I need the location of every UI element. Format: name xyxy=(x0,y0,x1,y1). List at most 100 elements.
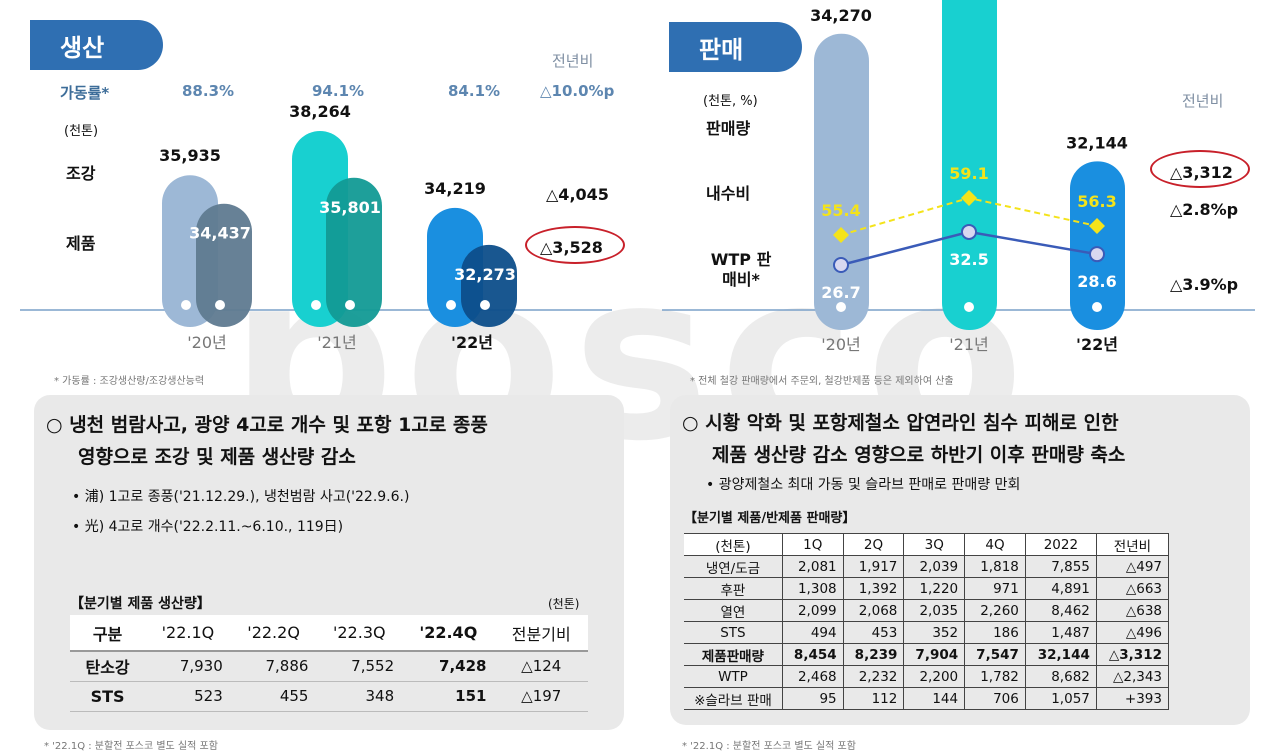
domestic-ratio-label: 56.3 xyxy=(1077,192,1116,211)
cell: 1,487 xyxy=(1025,621,1097,644)
cell: 2,468 xyxy=(782,665,844,688)
bar-dot xyxy=(480,300,490,310)
cell: △497 xyxy=(1096,555,1170,578)
wtp-ratio-label: 26.7 xyxy=(821,283,860,302)
year-label: '20년 xyxy=(187,333,226,352)
header-cell: '22.1Q xyxy=(145,615,231,652)
header-cell: '22.3Q xyxy=(316,615,403,652)
product-value-label: 34,437 xyxy=(189,224,251,243)
product-label: 제품 xyxy=(66,234,96,253)
table-header-row: 구분 '22.1Q '22.2Q '22.3Q '22.4Q 전분기비 xyxy=(70,615,588,652)
cell: 2,039 xyxy=(903,555,966,578)
cell: 455 xyxy=(230,681,317,712)
cell: 352 xyxy=(903,621,966,644)
crude-value-label: 34,219 xyxy=(424,179,486,198)
header-cell: 1Q xyxy=(782,533,844,556)
table-row: STS 523 455 348 151 △197 xyxy=(70,681,588,712)
year-label: '21년 xyxy=(317,333,356,352)
wtp-yoy: △3.9%p xyxy=(1170,275,1239,294)
cell: 1,220 xyxy=(903,577,966,600)
volume-yoy: △3,312 xyxy=(1170,163,1233,182)
cell: 8,462 xyxy=(1025,599,1097,622)
production-bar-product xyxy=(326,177,382,327)
cell: 2,099 xyxy=(782,599,844,622)
cell: 제품판매량 xyxy=(684,643,783,666)
year-label: '20년 xyxy=(821,335,860,354)
table-row: 열연 2,099 2,068 2,035 2,260 8,462 △638 xyxy=(684,599,1170,622)
charts-svg: 35,935 34,437 '20년 38,264 35,801 '21년 34,219 32… xyxy=(20,0,1255,354)
cell: △197 xyxy=(494,681,588,712)
cell: 8,682 xyxy=(1025,665,1097,688)
sales-bar xyxy=(1070,161,1125,330)
wtp-ratio-label: WTP 판매비* xyxy=(710,250,772,289)
bar-dot xyxy=(181,300,191,310)
cell: 1,308 xyxy=(782,577,844,600)
cell: 7,886 xyxy=(230,651,317,682)
cell: 144 xyxy=(903,687,966,710)
domestic-ratio-point xyxy=(961,190,977,206)
bar-dot xyxy=(446,300,456,310)
highlight-circle xyxy=(525,226,625,264)
cell: 1,917 xyxy=(843,555,905,578)
header-cell: (천톤) xyxy=(684,533,783,556)
year-label: '22년 xyxy=(451,333,493,352)
cell: 95 xyxy=(782,687,844,710)
highlight-circle xyxy=(1150,150,1250,188)
cell: 7,428 xyxy=(402,651,495,682)
cell: 2,081 xyxy=(782,555,844,578)
cell: STS xyxy=(70,681,146,712)
product-yoy: △3,528 xyxy=(540,238,603,257)
production-bar-product xyxy=(461,244,517,327)
production-table: 구분 '22.1Q '22.2Q '22.3Q '22.4Q 전분기비 탄소강 7… xyxy=(70,615,588,712)
sales-summary-box: ○ 시황 악화 및 포항제철소 압연라인 침수 피해로 인한 제품 생산량 감소… xyxy=(670,395,1250,725)
crude-value-label: 35,935 xyxy=(159,146,221,165)
table-row: 냉연/도금 2,081 1,917 2,039 1,818 7,855 △497 xyxy=(684,555,1170,578)
bar-dot xyxy=(1092,302,1102,312)
domestic-ratio-label: 59.1 xyxy=(949,164,988,183)
header-cell: 전년비 xyxy=(1096,533,1170,556)
production-footnote: * 가동률 : 조강생산량/조강생산능력 xyxy=(54,376,205,387)
domestic-yoy: △2.8%p xyxy=(1170,200,1239,219)
cell: +393 xyxy=(1096,687,1170,710)
production-unit: (천톤) xyxy=(64,124,99,139)
production-yoy-header: 전년비 xyxy=(552,52,594,70)
cell: 523 xyxy=(145,681,231,712)
cell: STS xyxy=(684,621,783,644)
product-value-label: 35,801 xyxy=(319,198,381,217)
header-cell: 3Q xyxy=(903,533,966,556)
cell: △124 xyxy=(494,651,588,682)
sales-value-label: 32,144 xyxy=(1066,133,1128,152)
cell: 32,144 xyxy=(1025,643,1097,666)
cell: 1,392 xyxy=(843,577,905,600)
header-cell: 구분 xyxy=(70,615,146,652)
cell: △496 xyxy=(1096,621,1170,644)
cell: 2,035 xyxy=(903,599,966,622)
bar-dot xyxy=(836,302,846,312)
cell: 2,232 xyxy=(843,665,905,688)
cell: 971 xyxy=(964,577,1026,600)
cell: △638 xyxy=(1096,599,1170,622)
year-label: '22년 xyxy=(1076,335,1118,354)
production-bullet: • 浦) 1고로 종풍('21.12.29.), 냉천범람 사고('22.9.6… xyxy=(72,489,410,505)
crude-value-label: 38,264 xyxy=(289,102,351,121)
cell: 2,260 xyxy=(964,599,1026,622)
header-cell: 2022 xyxy=(1025,533,1097,556)
domestic-ratio-point xyxy=(1089,218,1105,234)
table-row: 탄소강 7,930 7,886 7,552 7,428 △124 xyxy=(70,651,588,682)
cell: 7,552 xyxy=(316,651,403,682)
cell: 8,239 xyxy=(843,643,905,666)
cell: 탄소강 xyxy=(70,651,146,682)
cell: 8,454 xyxy=(782,643,844,666)
production-headline-1: ○ 냉천 범람사고, 광양 4고로 개수 및 포항 1고로 종풍 xyxy=(46,414,488,436)
table-row: 후판 1,308 1,392 1,220 971 4,891 △663 xyxy=(684,577,1170,600)
cell: 706 xyxy=(964,687,1026,710)
cell: 7,930 xyxy=(145,651,231,682)
bar-dot xyxy=(964,302,974,312)
sales-table-title: 【분기별 제품/반제품 판매량】 xyxy=(684,511,856,526)
cell: 2,068 xyxy=(843,599,905,622)
sales-unit: (천톤, %) xyxy=(703,94,758,109)
production-tab: 생산 xyxy=(30,20,163,70)
sales-value-label: 34,270 xyxy=(810,6,872,25)
production-summary-box: ○ 냉천 범람사고, 광양 4고로 개수 및 포항 1고로 종풍 영향으로 조강… xyxy=(34,395,624,730)
cell: 112 xyxy=(843,687,905,710)
